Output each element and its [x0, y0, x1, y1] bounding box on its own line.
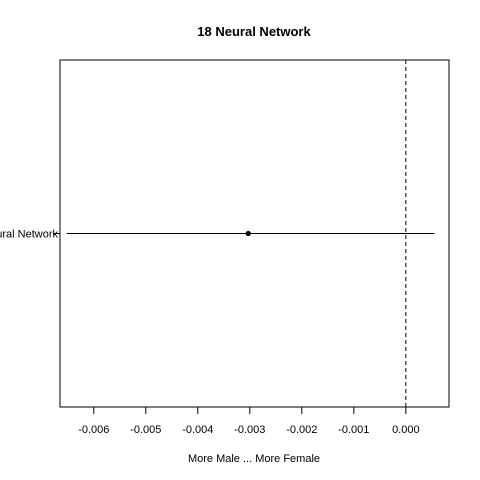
x-tick-label: -0.005	[130, 424, 161, 436]
chart-title: 18 Neural Network	[197, 24, 311, 39]
x-tick-label: -0.006	[78, 424, 109, 436]
plot-marks: -0.006 -0.005 -0.004 -0.003 -0.002 -0.001 0.00…	[0, 60, 435, 436]
estimate-point	[245, 230, 251, 237]
x-tick-label: -0.003	[234, 424, 265, 436]
x-tick-label: -0.002	[286, 424, 317, 436]
x-tick-label: -0.001	[338, 424, 369, 436]
y-tick-label: 18 Neural Network	[0, 229, 59, 241]
x-tick-label: 0.000	[392, 424, 420, 436]
x-axis-label: More Male ... More Female	[188, 453, 320, 465]
x-tick-label: -0.004	[182, 424, 213, 436]
